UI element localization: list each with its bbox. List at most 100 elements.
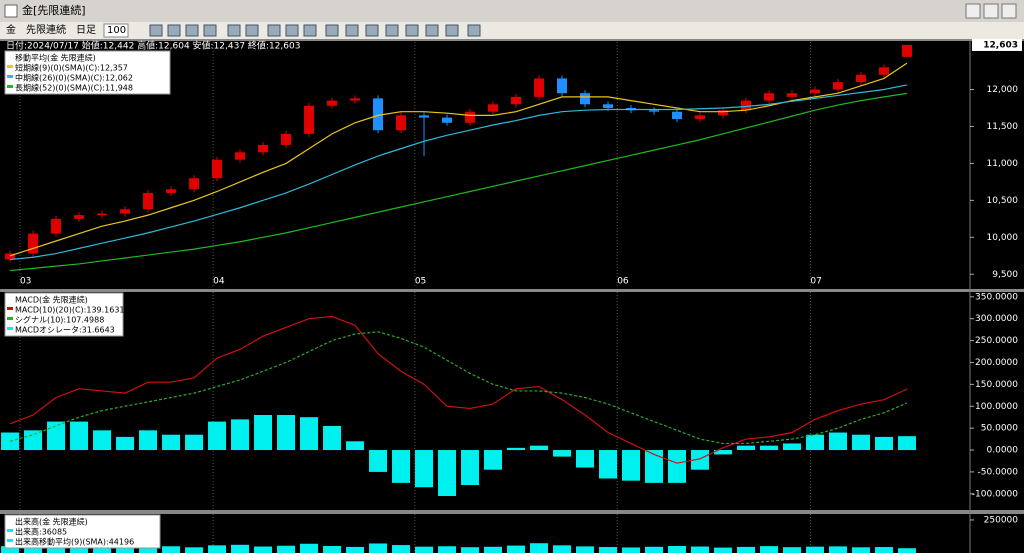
tool-icon[interactable] <box>285 24 299 37</box>
oscillator-bar <box>438 450 457 496</box>
contract[interactable]: 先限連続 <box>26 23 66 36</box>
candle-body <box>281 133 292 145</box>
volume-bar <box>759 546 778 553</box>
legend-swatch <box>7 317 13 320</box>
oscillator-bar <box>392 450 411 483</box>
candle-body <box>258 144 269 153</box>
x-tick-label: 05 <box>415 277 426 287</box>
legend-swatch <box>7 327 13 330</box>
symbol[interactable]: 金 <box>6 23 16 36</box>
legend-text: MACD(10)(20)(C):139.1631 <box>15 306 125 315</box>
volume-bar <box>323 545 342 553</box>
tool-icon[interactable] <box>303 24 317 37</box>
candle-body <box>212 159 223 179</box>
indicator-line <box>9 315 908 464</box>
volume-bar <box>277 545 296 553</box>
legend-text: 出来高(金 先限連続) <box>15 517 88 527</box>
oscillator-bar <box>553 450 572 457</box>
window-title: 金[先限連続] <box>22 3 86 17</box>
indicator-line <box>9 62 908 257</box>
legend-text: MACD(金 先限連続) <box>15 295 88 305</box>
legend-swatch <box>7 539 13 542</box>
volume-bar <box>576 546 595 553</box>
tool-icon[interactable] <box>445 24 459 37</box>
y-tick-label: 10,000 <box>987 233 1019 243</box>
legend-text: 出来高:36085 <box>15 527 67 537</box>
volume-bar <box>897 548 916 553</box>
volume-bar <box>874 547 893 553</box>
y-tick-label: 300.0000 <box>975 314 1018 324</box>
legend-text: 長期線(52)(0)(SMA)(C):11,948 <box>15 83 133 93</box>
volume-bar <box>736 546 755 553</box>
separator <box>0 39 1024 41</box>
oscillator-bar <box>24 430 43 451</box>
volume-bar <box>185 547 204 553</box>
volume-bar <box>622 547 641 553</box>
oscillator-bar <box>668 450 687 483</box>
volume-bar <box>461 547 480 553</box>
legend-text: MACDオシレータ:31.6643 <box>15 326 115 335</box>
y-tick-label: 10,500 <box>987 196 1019 206</box>
volume-bar <box>851 547 870 553</box>
volume-bar <box>162 546 181 553</box>
legend-text: 出来高移動平均(9)(SMA):44196 <box>15 537 134 547</box>
tool-icon[interactable] <box>345 24 359 37</box>
volume-bar <box>1 546 20 553</box>
window-buttons[interactable] <box>965 3 1017 19</box>
tool-icons[interactable] <box>149 24 481 37</box>
close[interactable] <box>1001 3 1017 19</box>
volume-bar <box>208 545 227 553</box>
candle-body <box>649 110 660 112</box>
volume-bar <box>300 543 319 553</box>
candle-body <box>5 253 16 260</box>
bars-input[interactable] <box>103 23 129 38</box>
oscillator-bar <box>622 450 641 481</box>
oscillator-bar <box>277 415 296 451</box>
tool-icon[interactable] <box>325 24 339 37</box>
tool-icon[interactable] <box>267 24 281 37</box>
separator <box>0 289 1024 292</box>
tool-icon[interactable] <box>185 24 199 37</box>
candle-body <box>304 105 315 134</box>
oscillator-bar <box>415 450 434 488</box>
oscillator-bar <box>897 436 916 451</box>
period[interactable]: 日足 <box>76 24 96 36</box>
legend-text: 短期線(9)(0)(SMA)(C):12,357 <box>15 63 128 73</box>
minimize[interactable] <box>965 3 981 19</box>
volume-bar <box>553 545 572 553</box>
volume-bar <box>415 546 434 553</box>
tool-icon[interactable] <box>425 24 439 37</box>
oscillator-bar <box>47 421 66 451</box>
tool-icon[interactable] <box>467 24 481 37</box>
oscillator-bar <box>323 425 342 451</box>
volume-bar <box>530 543 549 553</box>
tool-icon[interactable] <box>203 24 217 37</box>
app-icon <box>4 4 18 18</box>
volume-bar <box>24 546 43 553</box>
bars-count[interactable]: 100 <box>107 25 126 36</box>
volume-bar <box>139 544 158 553</box>
y-tick-label: 250.0000 <box>975 336 1018 346</box>
maximize[interactable] <box>983 3 999 19</box>
tool-icon[interactable] <box>149 24 163 37</box>
indicator-line <box>9 92 908 272</box>
volume-bar <box>438 546 457 553</box>
y-tick-label: 350.0000 <box>975 292 1018 302</box>
oscillator-bar <box>828 432 847 451</box>
y-tick-label: 150.0000 <box>975 380 1018 390</box>
tool-icon[interactable] <box>405 24 419 37</box>
tool-icon[interactable] <box>385 24 399 37</box>
tool-icon[interactable] <box>167 24 181 37</box>
legend-text: 中期線(26)(0)(SMA)(C):12,062 <box>15 73 133 83</box>
oscillator-bar <box>599 450 618 479</box>
legend-swatch <box>7 75 13 78</box>
candle-body <box>603 104 614 108</box>
tool-icon[interactable] <box>365 24 379 37</box>
y-tick-label: 250000 <box>984 515 1019 525</box>
oscillator-bar <box>346 441 365 451</box>
tool-icon[interactable] <box>227 24 241 37</box>
tool-icon[interactable] <box>245 24 259 37</box>
volume-bar <box>805 546 824 553</box>
candle-body <box>120 209 131 214</box>
